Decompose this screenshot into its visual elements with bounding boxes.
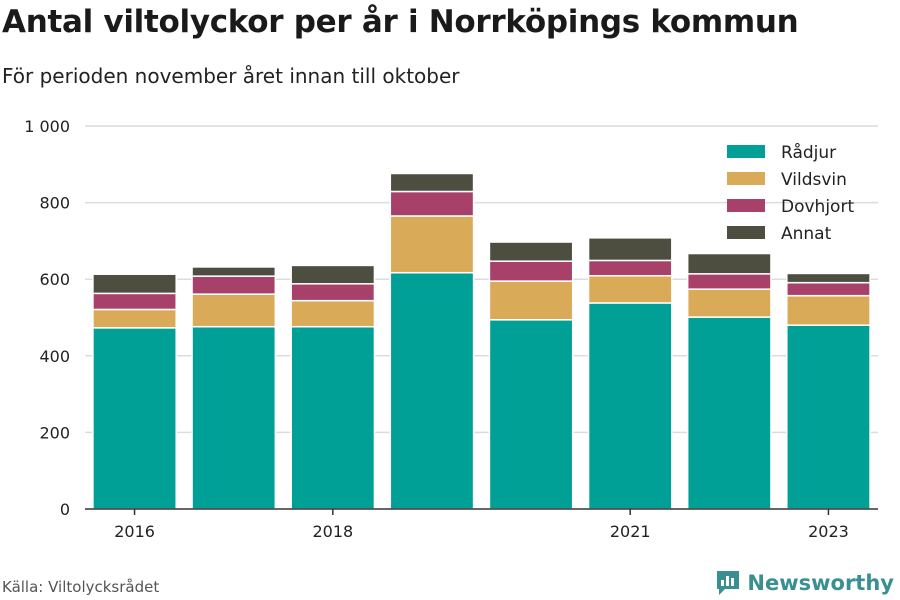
- legend-label: Vildsvin: [781, 170, 847, 190]
- bar-segment-rådjur: [191, 325, 277, 510]
- bar-segment-rådjur: [92, 327, 177, 510]
- bar-segment-dovhjort: [389, 190, 475, 217]
- bar-segment-rådjur: [587, 302, 673, 510]
- chart-subtitle: För perioden november året innan till ok…: [2, 64, 460, 88]
- legend-swatch-rådjur: [727, 145, 765, 158]
- bar-segment-vildsvin: [389, 215, 475, 274]
- bar-segment-annat: [786, 272, 871, 284]
- x-tick-label: 2023: [808, 522, 849, 541]
- bar-segment-rådjur: [488, 319, 574, 510]
- bar-segment-annat: [389, 172, 475, 193]
- bar-segment-rådjur: [290, 325, 376, 510]
- legend-label: Rådjur: [781, 142, 836, 163]
- legend-swatch-dovhjort: [727, 199, 765, 212]
- x-tick-label: 2016: [114, 522, 155, 541]
- bar-segment-vildsvin: [290, 299, 376, 328]
- bar-segment-rådjur: [786, 324, 871, 510]
- bar-segment-annat: [686, 252, 772, 275]
- y-tick-label: 1 000: [24, 117, 70, 136]
- bar-segment-annat: [191, 266, 277, 277]
- y-tick-label: 200: [39, 423, 70, 442]
- source-note: Källa: Viltolycksrådet: [2, 578, 160, 596]
- x-axis: 2016 2018 2021 2023: [85, 508, 878, 541]
- x-tick-label: 2021: [610, 522, 651, 541]
- bars: [92, 172, 871, 510]
- brand-logo: Newsworthy: [715, 569, 894, 597]
- newsworthy-logo-icon: [717, 571, 740, 595]
- bar-segment-vildsvin: [786, 294, 871, 326]
- bar-segment-dovhjort: [290, 283, 376, 302]
- bar-segment-rådjur: [389, 271, 475, 510]
- legend-swatch-vildsvin: [727, 172, 765, 185]
- bar-segment-annat: [587, 237, 673, 262]
- bar-segment-annat: [290, 264, 376, 285]
- bar-segment-dovhjort: [686, 273, 772, 290]
- bar-segment-vildsvin: [92, 308, 177, 329]
- legend: Rådjur Vildsvin Dovhjort Annat: [727, 142, 854, 244]
- legend-label: Annat: [781, 224, 832, 244]
- y-tick-label: 800: [39, 194, 70, 213]
- bar-segment-vildsvin: [587, 275, 673, 304]
- bar-segment-dovhjort: [587, 259, 673, 277]
- bar-segment-annat: [488, 241, 574, 262]
- y-axis-ticks: 0 200 400 600 800 1 000: [24, 117, 70, 519]
- y-tick-label: 400: [39, 347, 70, 366]
- bar-segment-vildsvin: [488, 280, 574, 321]
- legend-swatch-annat: [727, 226, 765, 239]
- bar-segment-vildsvin: [191, 293, 277, 328]
- bar-segment-rådjur: [686, 316, 772, 510]
- y-tick-label: 0: [60, 500, 70, 519]
- legend-label: Dovhjort: [781, 197, 854, 217]
- y-tick-label: 600: [39, 270, 70, 289]
- bar-segment-dovhjort: [92, 292, 177, 311]
- bar-segment-annat: [92, 273, 177, 295]
- bar-segment-dovhjort: [191, 275, 277, 295]
- chart-title: Antal viltolyckor per år i Norrköpings k…: [2, 4, 799, 40]
- bar-segment-vildsvin: [686, 288, 772, 318]
- bar-segment-dovhjort: [786, 281, 871, 297]
- bar-segment-dovhjort: [488, 260, 574, 282]
- brand-name: Newsworthy: [747, 571, 894, 595]
- x-tick-label: 2018: [312, 522, 353, 541]
